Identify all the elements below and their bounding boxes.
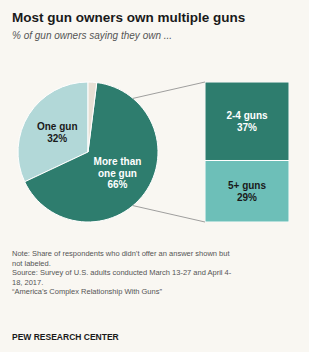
pie-slice	[25, 83, 158, 222]
pie-slice	[88, 82, 97, 152]
slice-label: one gun	[98, 168, 137, 179]
bar-group	[205, 82, 289, 222]
connector	[133, 82, 205, 98]
series-label: 5+ guns	[228, 180, 267, 191]
series-label: 2-4 guns	[226, 110, 268, 121]
note: Note: Share of respondents who didn’t of…	[12, 249, 230, 258]
slice-label: One gun	[37, 121, 78, 132]
slice-label: More than	[94, 156, 142, 167]
data-label: 29%	[237, 192, 257, 203]
note: 18, 2017.	[12, 278, 43, 287]
chart: Most gun owners own multiple guns % of gu…	[0, 0, 309, 352]
note: “America’s Complex Relationship With Gun…	[12, 287, 162, 296]
background	[0, 0, 309, 352]
data-label: 32%	[47, 133, 67, 144]
bar-segment	[205, 82, 289, 160]
subtitle: % of gun owners saying they own ...	[12, 30, 172, 41]
note: not labeled.	[12, 259, 51, 268]
pie	[18, 82, 158, 222]
connector	[133, 206, 205, 222]
data-label: 37%	[237, 122, 257, 133]
bar-segment	[205, 160, 289, 222]
title: Most gun owners own multiple guns	[12, 10, 245, 25]
footer: PEW RESEARCH CENTER	[12, 332, 119, 342]
note: Source: Survey of U.S. adults conducted …	[12, 268, 232, 277]
data-label: 66%	[107, 179, 127, 190]
